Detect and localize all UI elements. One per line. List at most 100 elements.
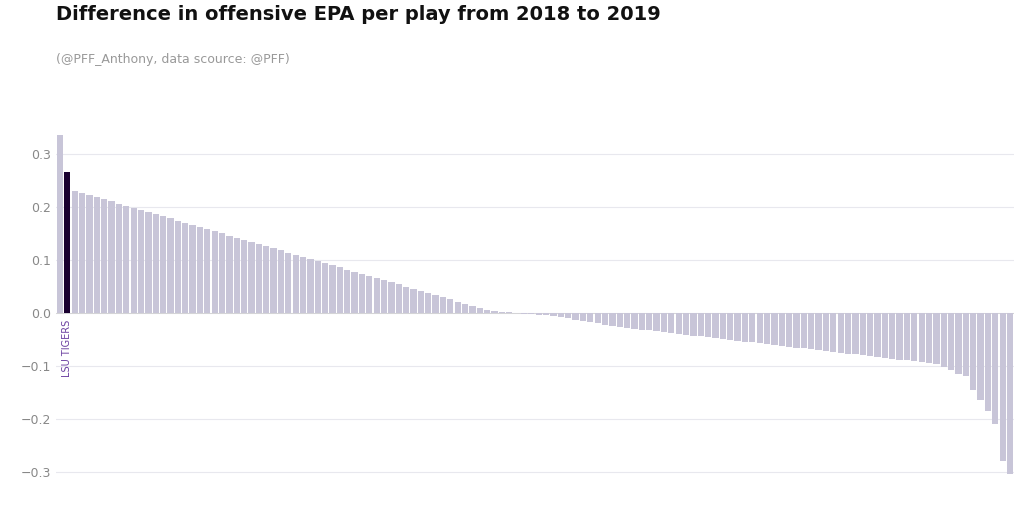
Bar (764, 313, 770, 344)
Text: Difference in offensive EPA per play from 2018 to 2019: Difference in offensive EPA per play fro… (56, 5, 662, 24)
Bar (874, 313, 881, 357)
Bar (823, 313, 829, 351)
Bar (322, 263, 329, 313)
Bar (572, 313, 579, 320)
Bar (411, 289, 417, 313)
Bar (985, 313, 991, 411)
Bar (786, 313, 793, 347)
Bar (197, 227, 203, 313)
Bar (293, 255, 299, 313)
Bar (381, 280, 387, 313)
Bar (300, 257, 306, 313)
Bar (138, 210, 144, 313)
Bar (65, 172, 71, 313)
Bar (867, 313, 873, 356)
Bar (175, 220, 181, 313)
Bar (270, 248, 276, 313)
Bar (794, 313, 800, 348)
Bar (116, 204, 122, 313)
Bar (926, 313, 932, 363)
Bar (219, 233, 225, 313)
Bar (904, 313, 910, 360)
Bar (778, 313, 784, 346)
Bar (697, 313, 703, 337)
Bar (955, 313, 962, 374)
Bar (558, 313, 564, 317)
Bar (595, 313, 601, 323)
Bar (941, 313, 947, 367)
Text: LSU TIGERS: LSU TIGERS (62, 320, 73, 377)
Bar (72, 191, 78, 313)
Bar (911, 313, 918, 361)
Bar (101, 199, 108, 313)
Bar (395, 285, 401, 313)
Bar (521, 313, 527, 314)
Text: (@PFF_Anthony, data scource: @PFF): (@PFF_Anthony, data scource: @PFF) (56, 53, 290, 66)
Bar (455, 302, 461, 313)
Bar (167, 218, 174, 313)
Bar (757, 313, 763, 343)
Bar (337, 268, 343, 313)
Bar (602, 313, 608, 325)
Bar (653, 313, 659, 331)
Bar (233, 237, 240, 313)
Bar (388, 282, 394, 313)
Bar (720, 313, 726, 339)
Bar (669, 313, 675, 333)
Bar (249, 242, 255, 313)
Bar (565, 313, 571, 319)
Bar (536, 313, 542, 315)
Bar (948, 313, 954, 370)
Bar (418, 291, 424, 313)
Bar (499, 312, 505, 313)
Bar (256, 244, 262, 313)
Bar (727, 313, 733, 340)
Bar (609, 313, 615, 326)
Bar (815, 313, 821, 350)
Bar (286, 253, 292, 313)
Bar (212, 231, 218, 313)
Bar (632, 313, 638, 329)
Bar (57, 135, 63, 313)
Bar (160, 216, 166, 313)
Bar (79, 193, 85, 313)
Bar (616, 313, 623, 327)
Bar (447, 299, 454, 313)
Bar (808, 313, 814, 349)
Bar (963, 313, 969, 376)
Bar (307, 259, 313, 313)
Bar (204, 229, 210, 313)
Bar (646, 313, 652, 330)
Bar (705, 313, 712, 337)
Bar (263, 246, 269, 313)
Bar (845, 313, 851, 354)
Bar (639, 313, 645, 330)
Bar (683, 313, 689, 335)
Bar (830, 313, 837, 352)
Bar (462, 304, 468, 313)
Bar (109, 201, 115, 313)
Bar (374, 278, 380, 313)
Bar (469, 306, 475, 313)
Bar (432, 295, 438, 313)
Bar (477, 308, 483, 313)
Bar (440, 297, 446, 313)
Bar (860, 313, 866, 355)
Bar (587, 313, 593, 322)
Bar (492, 311, 498, 313)
Bar (543, 313, 549, 315)
Bar (741, 313, 749, 342)
Bar (367, 276, 373, 313)
Bar (425, 293, 431, 313)
Bar (1007, 313, 1013, 474)
Bar (713, 313, 719, 338)
Bar (801, 313, 807, 348)
Bar (330, 266, 336, 313)
Bar (484, 310, 490, 313)
Bar (314, 261, 321, 313)
Bar (624, 313, 630, 328)
Bar (153, 214, 159, 313)
Bar (226, 235, 232, 313)
Bar (992, 313, 998, 424)
Bar (933, 313, 940, 364)
